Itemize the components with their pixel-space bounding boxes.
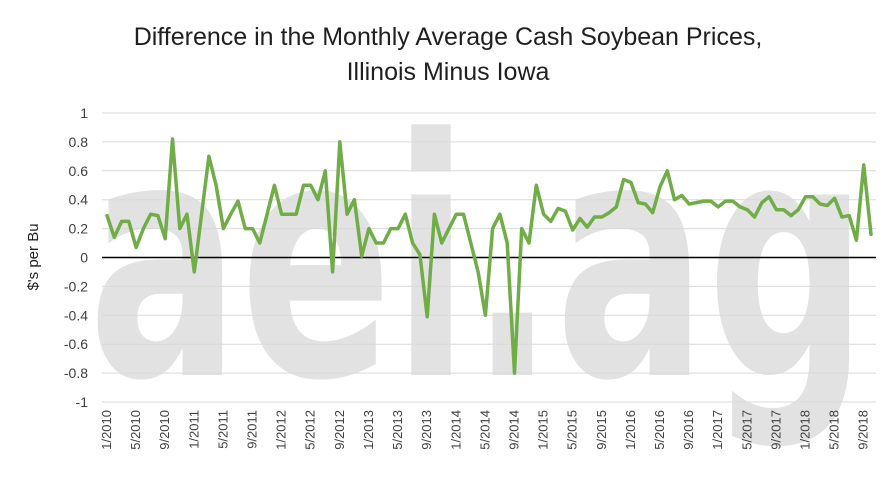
y-tick-label: 0.2 <box>69 221 89 237</box>
x-tick-label: 5/2017 <box>739 410 754 450</box>
x-tick-label: 1/2016 <box>623 410 638 450</box>
chart-title-line-2: Illinois Minus Iowa <box>346 58 550 86</box>
x-tick-label: 9/2018 <box>856 410 871 450</box>
x-tick-label: 9/2013 <box>419 410 434 450</box>
chart-title-line-1: Difference in the Monthly Average Cash S… <box>133 23 763 51</box>
x-tick-label: 1/2012 <box>274 410 289 450</box>
x-tick-label: 5/2016 <box>652 410 667 450</box>
gridlines <box>102 112 876 403</box>
x-tick-label: 9/2012 <box>332 410 347 450</box>
x-tick-label: 5/2013 <box>390 410 405 450</box>
x-tick-label: 1/2014 <box>448 410 463 450</box>
y-tick-label: -0.2 <box>64 278 88 294</box>
x-tick-label: 1/2018 <box>798 410 813 450</box>
y-tick-label: 0.8 <box>69 134 89 150</box>
x-tick-label: 5/2012 <box>303 410 318 450</box>
x-tick-label: 5/2015 <box>565 410 580 450</box>
x-tick-label: 1/2015 <box>536 410 551 450</box>
x-tick-label: 1/2017 <box>710 410 725 450</box>
chart-title: Difference in the Monthly Average Cash S… <box>0 20 896 90</box>
x-tick-label: 9/2011 <box>245 410 260 449</box>
x-axis-ticks: 1/2010 5/2010 9/2010 1/2011 5/2011 9/2011 1/20… <box>99 410 871 450</box>
y-tick-label: -1 <box>76 394 89 410</box>
x-tick-label: 1/2010 <box>99 410 114 450</box>
watermark: aei.ag <box>88 69 868 453</box>
x-tick-label: 9/2017 <box>768 410 783 450</box>
x-tick-label: 5/2011 <box>215 410 230 449</box>
x-tick-label: 5/2018 <box>827 410 842 450</box>
x-tick-label: 9/2016 <box>681 410 696 450</box>
x-tick-label: 5/2014 <box>477 410 492 450</box>
x-tick-label: 5/2010 <box>128 410 143 450</box>
y-axis-ticks: 1 0.8 0.6 0.4 0.2 0 -0.2 -0.4 -0.6 -0.8 -1 <box>64 105 88 410</box>
y-axis-title: $'s per Bu <box>25 223 42 290</box>
x-tick-label: 1/2013 <box>361 410 376 450</box>
y-tick-label: 0.4 <box>69 192 89 208</box>
x-tick-label: 1/2011 <box>186 410 201 449</box>
series-line <box>105 137 873 375</box>
y-tick-label: 1 <box>80 105 88 121</box>
y-tick-label: -0.4 <box>64 307 88 323</box>
x-tick-label: 9/2010 <box>157 410 172 450</box>
y-tick-label: 0 <box>80 250 88 266</box>
x-tick-label: 9/2015 <box>594 410 609 450</box>
x-tick-label: 9/2014 <box>506 410 521 450</box>
y-tick-label: -0.6 <box>64 336 88 352</box>
y-tick-label: -0.8 <box>64 365 88 381</box>
y-tick-label: 0.6 <box>69 163 89 179</box>
